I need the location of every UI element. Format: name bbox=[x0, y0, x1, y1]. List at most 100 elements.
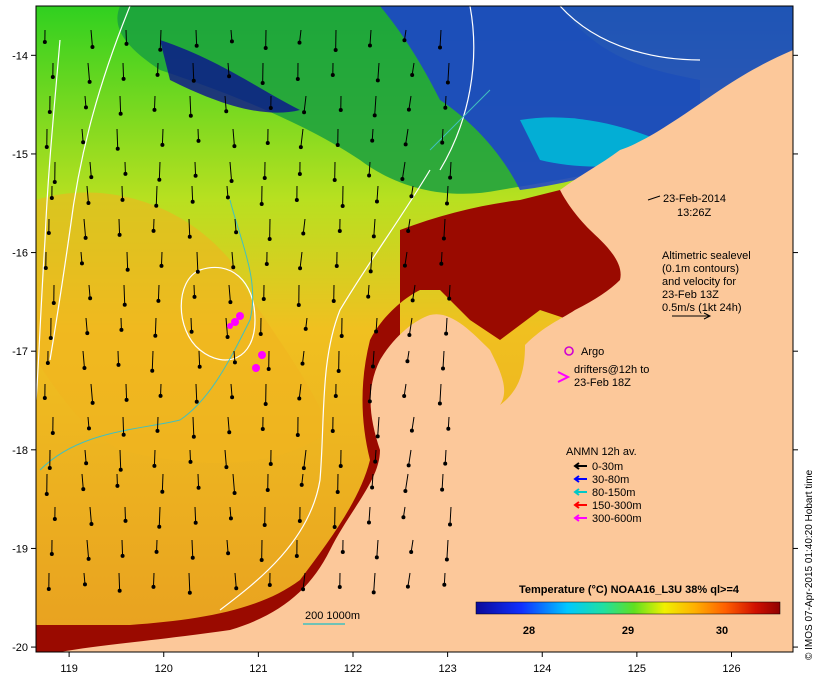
velocity-arrow-head bbox=[441, 366, 446, 371]
velocity-arrow-head bbox=[268, 461, 273, 466]
velocity-arrow-head bbox=[150, 368, 155, 373]
velocity-arrow-head bbox=[46, 586, 51, 591]
velocity-arrow bbox=[160, 251, 163, 266]
velocity-arrow bbox=[302, 350, 305, 364]
velocity-arrow bbox=[368, 506, 371, 523]
velocity-arrow-head bbox=[264, 261, 269, 266]
x-tick-label: 125 bbox=[628, 663, 646, 675]
velocity-arrow bbox=[81, 128, 84, 143]
velocity-arrow bbox=[412, 284, 416, 301]
velocity-arrow bbox=[118, 218, 121, 235]
velocity-arrow-head bbox=[44, 491, 49, 496]
velocity-arrow bbox=[449, 161, 452, 178]
velocity-arrow-head bbox=[191, 78, 196, 83]
velocity-arrow-head bbox=[260, 426, 265, 431]
velocity-arrow bbox=[196, 251, 199, 272]
velocity-arrow-head bbox=[409, 194, 414, 199]
altimetry-line: 23-Feb 13Z bbox=[662, 289, 719, 301]
velocity-arrow-head bbox=[374, 555, 379, 560]
velocity-arrow bbox=[119, 449, 122, 470]
velocity-arrow-head bbox=[301, 587, 306, 592]
velocity-arrow-head bbox=[232, 144, 237, 149]
velocity-arrow-head bbox=[444, 557, 449, 562]
drifter-tracks bbox=[227, 312, 266, 372]
velocity-arrow-head bbox=[192, 294, 197, 299]
velocity-arrow-head bbox=[86, 556, 91, 561]
velocity-arrow-head bbox=[294, 553, 299, 558]
velocity-arrow-head bbox=[339, 333, 344, 338]
velocity-arrow-head bbox=[337, 228, 342, 233]
x-axis: 119 120 121 122 123 124 125 126 bbox=[60, 652, 741, 675]
isobaths bbox=[39, 89, 491, 471]
velocity-arrow-head bbox=[88, 296, 93, 301]
velocity-arrow-head bbox=[402, 263, 407, 268]
velocity-arrow bbox=[121, 185, 124, 200]
velocity-arrow-head bbox=[234, 230, 239, 235]
velocity-arrow-head bbox=[367, 173, 372, 178]
velocity-arrow bbox=[411, 416, 415, 431]
velocity-arrow-head bbox=[155, 428, 160, 433]
velocity-arrow-head bbox=[400, 177, 405, 182]
velocity-arrow-head bbox=[189, 329, 194, 334]
velocity-arrow bbox=[439, 29, 442, 48]
altimetry-line: Altimetric sealevel bbox=[662, 250, 751, 262]
velocity-arrow bbox=[369, 29, 372, 46]
x-tick-label: 121 bbox=[249, 663, 267, 675]
velocity-arrow bbox=[371, 473, 374, 488]
velocity-arrow-head bbox=[228, 300, 233, 305]
velocity-arrow bbox=[403, 383, 407, 397]
velocity-arrow-head bbox=[295, 76, 300, 81]
mooring-legend-label: 80-150m bbox=[592, 487, 635, 499]
x-tick-label: 123 bbox=[438, 663, 456, 675]
velocity-arrow bbox=[373, 218, 376, 237]
velocity-arrow-head bbox=[193, 520, 198, 525]
argo-icon bbox=[564, 346, 574, 356]
velocity-arrow bbox=[441, 473, 444, 490]
velocity-arrow bbox=[300, 128, 304, 148]
velocity-arrow-head bbox=[86, 426, 91, 431]
velocity-arrow bbox=[368, 161, 371, 176]
velocity-arrow-head bbox=[227, 430, 232, 435]
velocity-arrow-head bbox=[366, 294, 371, 299]
argo-label: Argo bbox=[581, 346, 604, 358]
velocity-arrow-head bbox=[121, 432, 126, 437]
velocity-arrow-head bbox=[226, 551, 231, 556]
velocity-arrow bbox=[118, 572, 121, 591]
velocity-arrow-head bbox=[265, 140, 270, 145]
velocity-arrow-head bbox=[340, 549, 345, 554]
mooring-legend-label: 0-30m bbox=[592, 461, 623, 473]
velocity-arrow bbox=[125, 383, 128, 400]
velocity-arrow-head bbox=[82, 366, 87, 371]
velocity-arrow bbox=[156, 416, 159, 431]
velocity-arrow bbox=[377, 416, 380, 437]
mooring-legend-label: 150-300m bbox=[592, 500, 642, 512]
velocity-arrow-head bbox=[82, 582, 87, 587]
velocity-arrow-head bbox=[87, 79, 92, 84]
velocity-arrow-head bbox=[445, 201, 450, 206]
velocity-arrow-head bbox=[188, 459, 193, 464]
velocity-arrow-head bbox=[445, 80, 450, 85]
velocity-arrow bbox=[376, 539, 379, 558]
velocity-arrow bbox=[439, 383, 442, 404]
velocity-arrow-head bbox=[152, 107, 157, 112]
velocity-arrow bbox=[232, 473, 236, 494]
velocity-arrow-head bbox=[330, 428, 335, 433]
velocity-arrow bbox=[404, 251, 408, 266]
velocity-arrow bbox=[152, 572, 155, 587]
velocity-arrow-head bbox=[123, 171, 128, 176]
velocity-arrow-head bbox=[367, 399, 372, 404]
velocity-arrow bbox=[195, 29, 198, 46]
velocity-arrow bbox=[119, 95, 122, 114]
velocity-arrow bbox=[408, 449, 412, 466]
velocity-arrow-head bbox=[410, 72, 415, 77]
velocity-arrow-head bbox=[47, 465, 52, 470]
velocity-arrow-head bbox=[85, 331, 90, 336]
velocity-arrow-head bbox=[263, 401, 268, 406]
velocity-arrow-head bbox=[89, 175, 94, 180]
velocity-arrow bbox=[194, 161, 197, 176]
velocity-arrow-head bbox=[45, 360, 50, 365]
velocity-arrow-head bbox=[263, 45, 268, 50]
drifters-line1: drifters@12h to bbox=[574, 364, 649, 376]
velocity-arrow-head bbox=[374, 329, 379, 334]
